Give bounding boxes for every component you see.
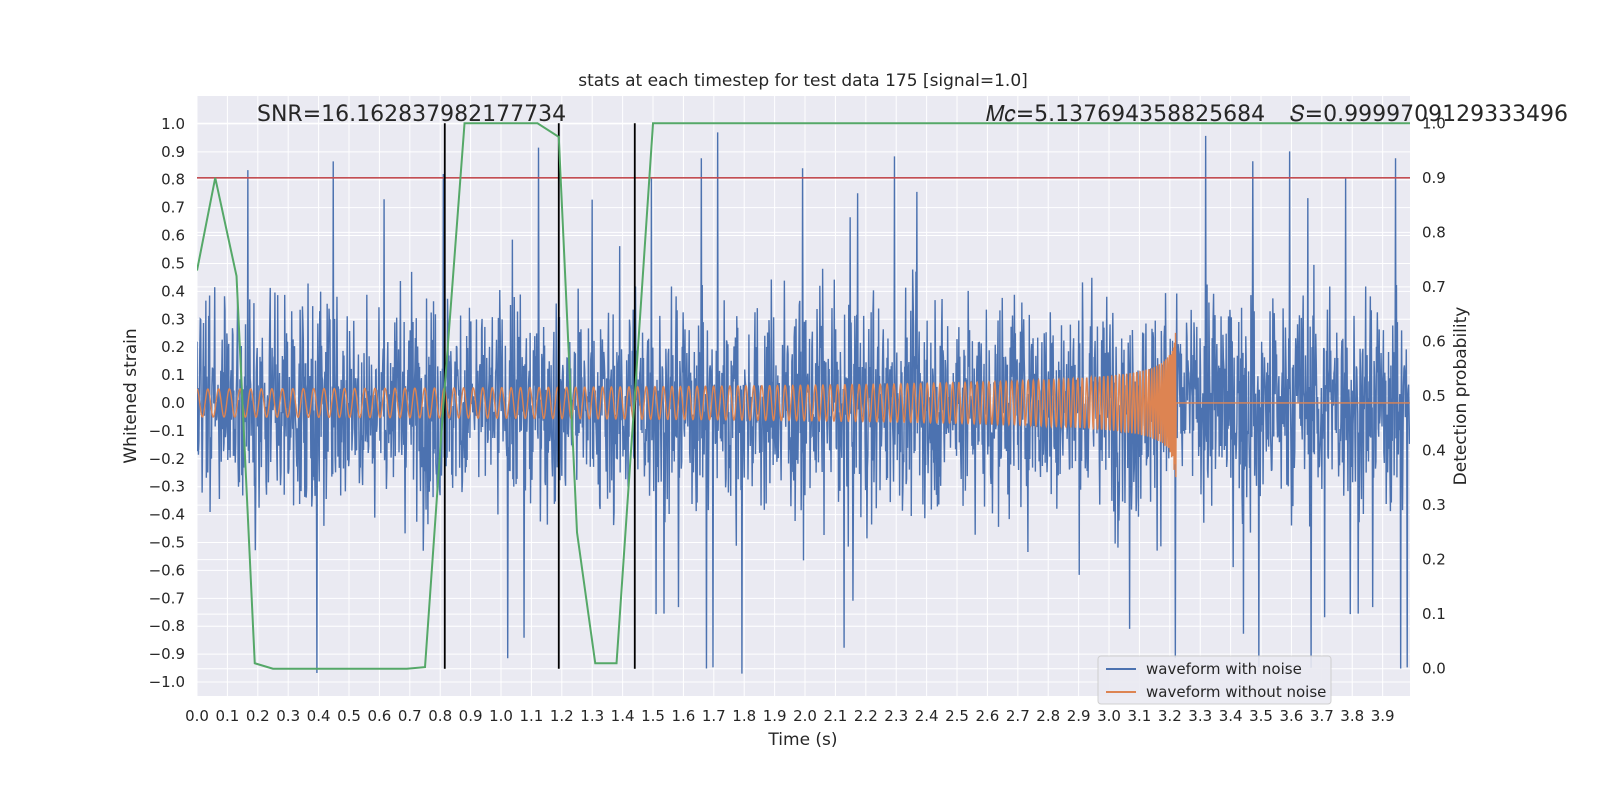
y-tick-label: 0.2 bbox=[161, 338, 185, 356]
x-tick-label: 1.6 bbox=[671, 707, 695, 725]
x-tick-label: 0.8 bbox=[428, 707, 452, 725]
x-tick-label: 3.5 bbox=[1249, 707, 1273, 725]
chirp-mass-annotation: 𝑀𝑐=5.137694358825684 bbox=[986, 102, 1265, 127]
noise-waveform-line bbox=[197, 132, 1410, 674]
y-right-tick-label: 0.4 bbox=[1422, 442, 1446, 460]
x-tick-label: 2.2 bbox=[854, 707, 878, 725]
x-tick-label: 1.0 bbox=[489, 707, 513, 725]
x-tick-label: 3.9 bbox=[1371, 707, 1395, 725]
y-tick-label: 0.5 bbox=[161, 254, 185, 272]
chart-title: stats at each timestep for test data 175… bbox=[578, 71, 1028, 91]
x-tick-label: 0.0 bbox=[185, 707, 209, 725]
ticks: 0.0 0.1 0.2 0.3 0.4 0.5 0.6 0.7 0.8 0.9 1.0 1.1 1.2 1… bbox=[149, 114, 1446, 725]
y-right-tick-label: 0.8 bbox=[1422, 223, 1446, 241]
x-axis-label: Time (s) bbox=[767, 730, 837, 750]
y-right-tick-label: 0.9 bbox=[1422, 169, 1446, 187]
y-axis-label: Whitened strain bbox=[121, 328, 141, 463]
x-tick-label: 3.4 bbox=[1219, 707, 1243, 725]
y-tick-label: −0.6 bbox=[149, 561, 185, 579]
x-tick-label: 0.5 bbox=[337, 707, 361, 725]
x-tick-label: 1.1 bbox=[519, 707, 543, 725]
signal-waveform-line bbox=[197, 332, 1410, 478]
x-tick-label: 0.2 bbox=[246, 707, 270, 725]
plot-marks bbox=[197, 122, 1410, 674]
x-tick-label: 2.9 bbox=[1067, 707, 1091, 725]
y-right-tick-label: 0.3 bbox=[1422, 496, 1446, 514]
x-tick-label: 2.5 bbox=[945, 707, 969, 725]
y-tick-label: −0.1 bbox=[149, 422, 185, 440]
x-tick-label: 2.1 bbox=[823, 707, 847, 725]
y-tick-label: 0.6 bbox=[161, 227, 185, 245]
x-tick-label: 3.6 bbox=[1280, 707, 1304, 725]
y-tick-label: 0.4 bbox=[161, 282, 185, 300]
legend-label-noise: waveform with noise bbox=[1146, 660, 1302, 678]
y-right-axis-label: Detection probability bbox=[1451, 307, 1471, 486]
y-tick-label: 0.9 bbox=[161, 143, 185, 161]
detection-probability-line bbox=[197, 122, 1410, 670]
legend-box bbox=[1097, 655, 1332, 705]
y-tick-label: 0.0 bbox=[161, 394, 185, 412]
y-right-tick-label: 0.6 bbox=[1422, 332, 1446, 350]
y-right-tick-label: 0.5 bbox=[1422, 387, 1446, 405]
x-tick-label: 1.3 bbox=[580, 707, 604, 725]
y-right-tick-label: 0.1 bbox=[1422, 605, 1446, 623]
x-tick-label: 0.4 bbox=[307, 707, 331, 725]
y-tick-label: 1.0 bbox=[161, 115, 185, 133]
y-tick-label: −1.0 bbox=[149, 673, 185, 691]
y-tick-label: −0.4 bbox=[149, 506, 185, 524]
x-tick-label: 2.6 bbox=[975, 707, 999, 725]
x-tick-label: 2.8 bbox=[1036, 707, 1060, 725]
snr-annotation: SNR=16.162837982177734 bbox=[257, 102, 566, 127]
y-tick-label: −0.8 bbox=[149, 617, 185, 635]
y-tick-label: −0.2 bbox=[149, 450, 185, 468]
x-tick-label: 3.3 bbox=[1188, 707, 1212, 725]
legend: waveform with noise waveform without noi… bbox=[1097, 655, 1332, 705]
legend-label-signal: waveform without noise bbox=[1146, 683, 1326, 701]
y-tick-label: 0.1 bbox=[161, 366, 185, 384]
y-right-tick-label: 1.0 bbox=[1422, 114, 1446, 132]
x-tick-label: 3.2 bbox=[1158, 707, 1182, 725]
y-tick-label: 0.8 bbox=[161, 171, 185, 189]
x-tick-label: 0.1 bbox=[215, 707, 239, 725]
x-tick-label: 1.9 bbox=[763, 707, 787, 725]
x-tick-label: 0.9 bbox=[459, 707, 483, 725]
x-tick-label: 1.5 bbox=[641, 707, 665, 725]
x-tick-label: 3.0 bbox=[1097, 707, 1121, 725]
y-tick-label: −0.7 bbox=[149, 589, 185, 607]
x-tick-label: 2.7 bbox=[1006, 707, 1030, 725]
x-tick-label: 1.2 bbox=[550, 707, 574, 725]
x-tick-label: 2.0 bbox=[793, 707, 817, 725]
x-tick-label: 3.7 bbox=[1310, 707, 1334, 725]
x-tick-label: 1.7 bbox=[702, 707, 726, 725]
x-tick-label: 1.4 bbox=[611, 707, 635, 725]
x-tick-label: 1.8 bbox=[732, 707, 756, 725]
y-right-tick-label: 0.7 bbox=[1422, 278, 1446, 296]
x-tick-label: 2.4 bbox=[915, 707, 939, 725]
x-tick-label: 3.8 bbox=[1340, 707, 1364, 725]
y-tick-label: −0.5 bbox=[149, 534, 185, 552]
y-tick-label: −0.9 bbox=[149, 645, 185, 663]
y-tick-label: 0.3 bbox=[161, 310, 185, 328]
x-tick-label: 2.3 bbox=[884, 707, 908, 725]
y-right-tick-label: 0.2 bbox=[1422, 551, 1446, 569]
x-tick-label: 0.7 bbox=[398, 707, 422, 725]
y-tick-label: 0.7 bbox=[161, 199, 185, 217]
y-right-tick-label: 0.0 bbox=[1422, 660, 1446, 678]
x-tick-label: 0.6 bbox=[367, 707, 391, 725]
x-tick-label: 0.3 bbox=[276, 707, 300, 725]
x-tick-label: 3.1 bbox=[1128, 707, 1152, 725]
y-tick-label: −0.3 bbox=[149, 478, 185, 496]
score-annotation: 𝑆=0.9999709129333496 bbox=[1290, 102, 1568, 127]
